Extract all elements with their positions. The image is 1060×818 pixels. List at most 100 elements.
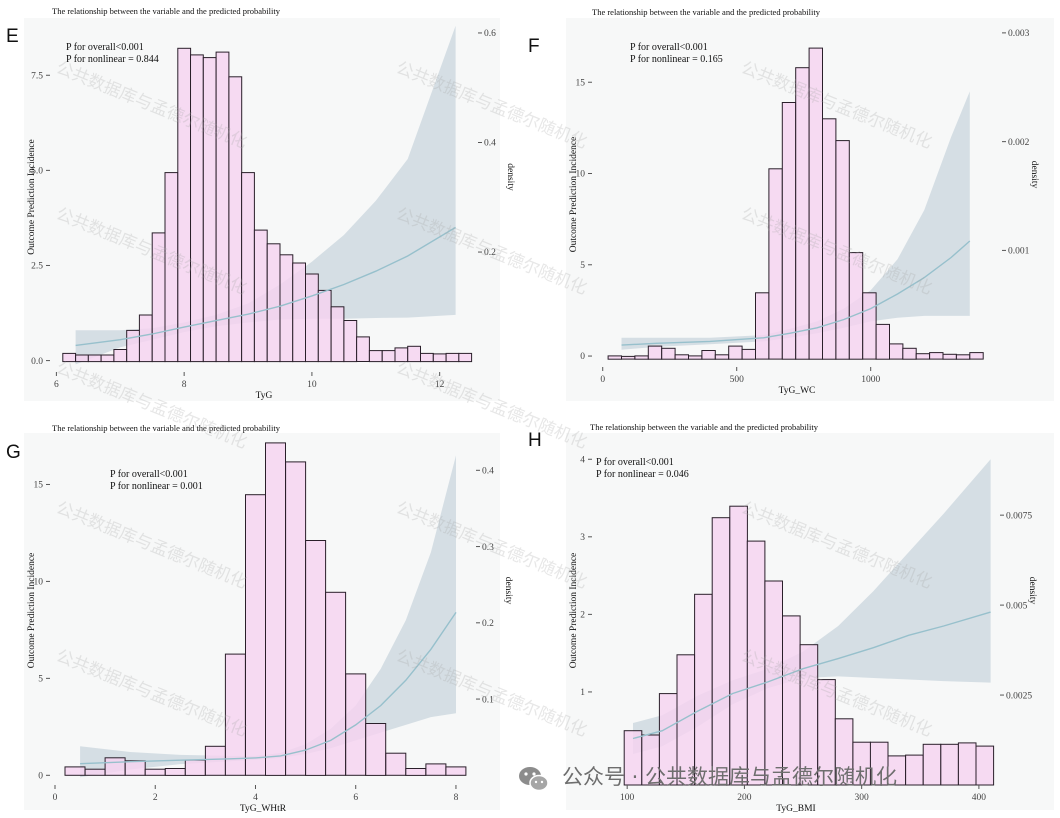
chart-panel-g: G The relationship between the variable a… [6, 423, 513, 814]
histogram-bar [674, 354, 689, 360]
histogram [62, 47, 473, 363]
y-tick-label: 0 [38, 772, 43, 782]
density-tick-label: 0.4 [484, 139, 496, 149]
histogram-bar [144, 768, 166, 776]
fit-line [632, 611, 991, 740]
density-axis-label: density [505, 163, 515, 191]
histogram-bar [177, 47, 192, 363]
histogram-bar [325, 591, 347, 776]
histogram-bar [755, 292, 770, 360]
histogram [623, 505, 995, 786]
p-value-annotation: P for overall<0.001 [66, 42, 144, 53]
histogram-bar [407, 345, 422, 363]
density-tick-label: 0.6 [484, 29, 496, 39]
x-tick-label: 8 [182, 380, 187, 390]
histogram-bar [292, 262, 307, 363]
histogram-bar [975, 745, 995, 786]
confidence-band [621, 91, 970, 350]
histogram-bar [741, 348, 756, 360]
x-tick-label: 6 [54, 380, 59, 390]
y-tick-label: 15 [576, 78, 586, 88]
y-tick-label: 2.5 [31, 262, 43, 272]
histogram-bar [113, 349, 128, 363]
y-tick-label: 10 [34, 578, 44, 588]
density-axis-label: density [503, 577, 513, 605]
histogram-bar [266, 243, 281, 363]
chart-title: The relationship between the variable an… [592, 7, 821, 17]
histogram-bar [445, 766, 467, 776]
y-tick-label: 7.5 [31, 71, 43, 81]
histogram-bar [607, 355, 622, 360]
y-axis-label: Outcome Prediction Incidence [569, 553, 579, 669]
p-value-annotation: P for nonlinear = 0.001 [110, 481, 203, 492]
histogram-bar [432, 353, 447, 363]
histogram-bar [87, 354, 102, 363]
chart-panel-e: E The relationship between the variable a… [6, 6, 515, 401]
histogram-bar [728, 345, 743, 360]
histogram-bar [241, 172, 255, 363]
histogram [64, 442, 467, 776]
histogram-bar [969, 352, 984, 360]
y-tick-label: 0.0 [31, 357, 43, 367]
histogram-bar [905, 754, 924, 786]
histogram-bar [126, 329, 140, 363]
histogram-bar [365, 723, 387, 776]
histogram-bar [875, 323, 890, 360]
x-tick-label: 400 [972, 793, 987, 803]
chart-panel-f: F The relationship between the variable a… [528, 7, 1054, 401]
histogram-bar [688, 355, 703, 360]
histogram-bar [922, 743, 942, 786]
panel-letter: E [6, 26, 19, 47]
histogram-bar [764, 580, 784, 786]
histogram-bar [634, 355, 649, 360]
x-tick-label: 500 [730, 375, 745, 385]
histogram-bar [929, 352, 944, 360]
fit-line [75, 226, 456, 347]
x-tick-label: 0 [53, 793, 58, 803]
histogram-bar [190, 54, 204, 363]
y-tick-label: 10 [576, 170, 586, 180]
fit-line [621, 240, 971, 346]
histogram-bar [124, 760, 146, 776]
x-axis-label: TyG_BMI [776, 804, 815, 814]
chart-title: The relationship between the variable an… [590, 422, 819, 432]
x-tick-label: 200 [737, 793, 752, 803]
x-tick-label: 100 [620, 793, 635, 803]
confidence-band [75, 25, 456, 365]
density-tick-label: 0.1 [482, 695, 494, 705]
histogram-bar [445, 352, 460, 363]
histogram-bar [714, 354, 730, 360]
x-tick-label: 1000 [861, 375, 880, 385]
histogram-bar [100, 354, 115, 363]
x-tick-label: 300 [855, 793, 870, 803]
density-tick-label: 0.2 [482, 619, 494, 629]
histogram-bar [795, 67, 810, 360]
histogram-bar [420, 352, 434, 363]
y-tick-label: 2 [580, 611, 585, 621]
wechat-icon [519, 767, 549, 792]
histogram-bar [84, 768, 106, 776]
p-value-annotation: P for overall<0.001 [596, 457, 674, 468]
histogram-bar [942, 353, 957, 360]
histogram-bar [104, 757, 126, 776]
density-tick-label: 0.002 [1008, 138, 1030, 148]
density-tick-label: 0.005 [1006, 601, 1028, 611]
histogram-bar [711, 517, 731, 786]
histogram-bar [317, 289, 332, 363]
density-tick-label: 0.2 [484, 248, 496, 258]
histogram-bar [425, 763, 447, 776]
histogram-bar [265, 442, 286, 776]
histogram-bar [782, 615, 801, 786]
histogram-bar [202, 57, 217, 363]
histogram-bar [253, 229, 268, 363]
chart-title: The relationship between the variable an… [52, 6, 281, 16]
histogram-bar [64, 766, 86, 776]
histogram-bar [385, 752, 407, 776]
p-value-annotation: P for nonlinear = 0.844 [66, 54, 159, 65]
y-tick-label: 3 [580, 533, 585, 543]
chart-title: The relationship between the variable an… [52, 423, 281, 433]
p-value-annotation: P for overall<0.001 [630, 42, 708, 53]
y-axis-label: Outcome Prediction Incidence [569, 137, 579, 253]
x-tick-label: 4 [253, 793, 258, 803]
density-tick-label: 0.001 [1008, 247, 1030, 257]
